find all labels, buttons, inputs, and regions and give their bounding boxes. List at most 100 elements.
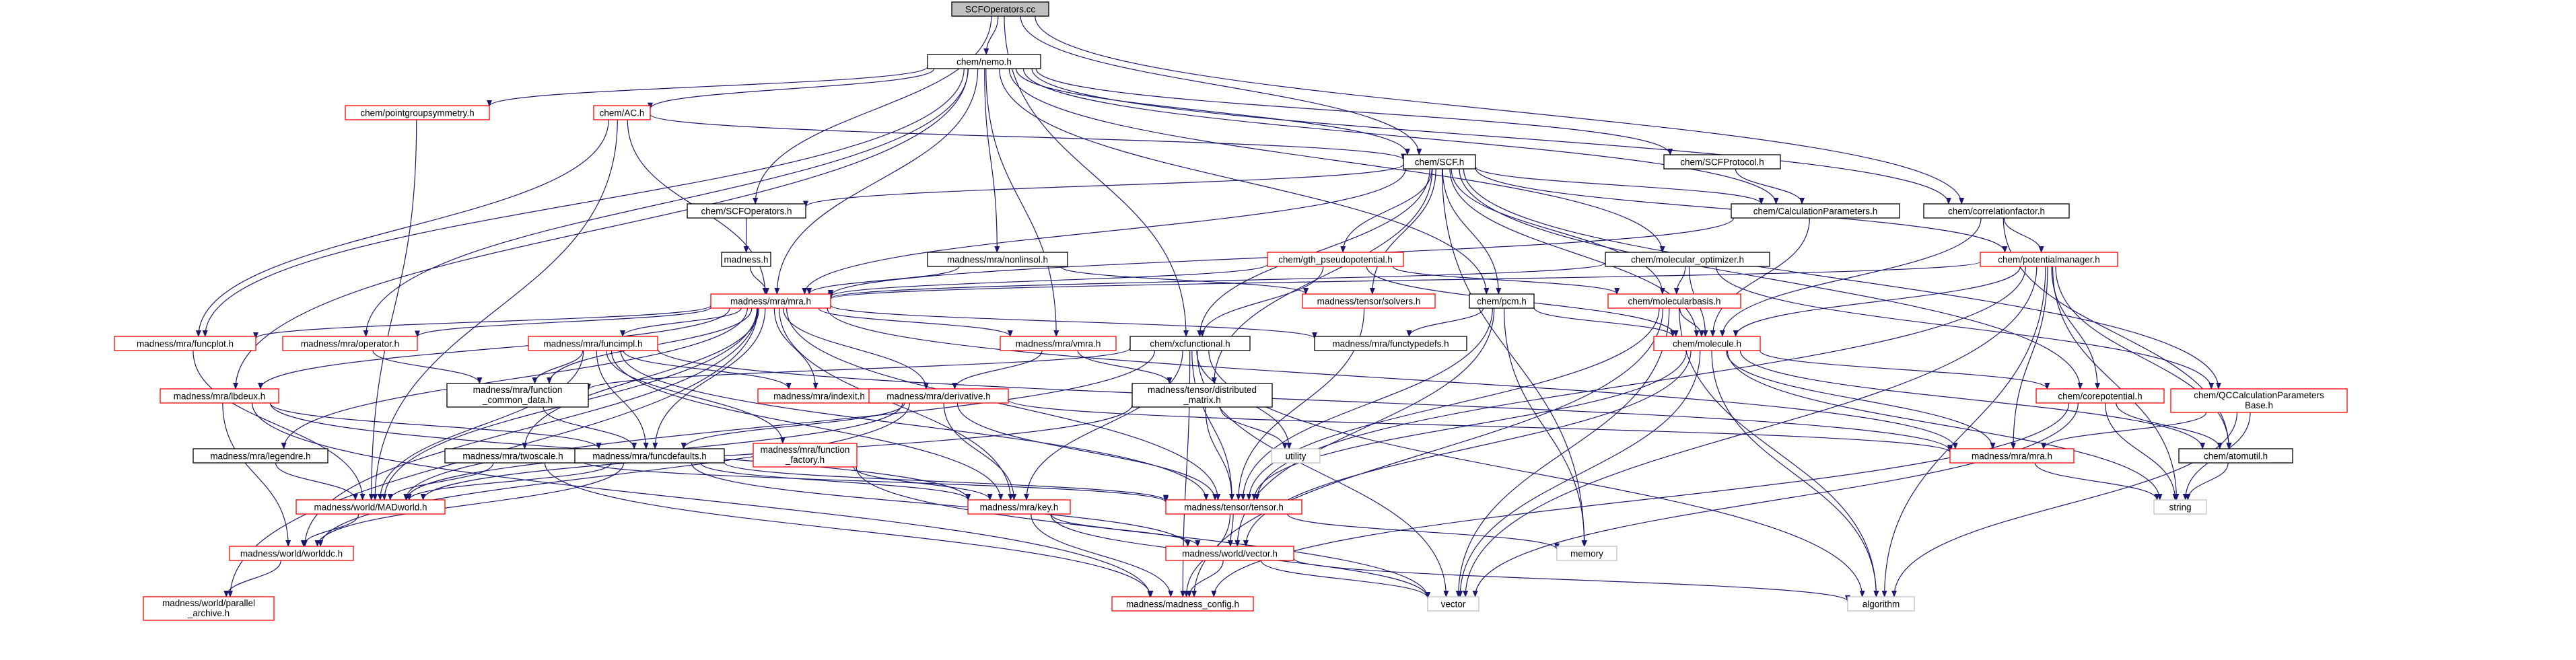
node-corepot[interactable]: chem/corepotential.h: [2035, 388, 2165, 404]
node-funccommon[interactable]: madness/mra/function _common_data.h: [446, 383, 589, 408]
node-worlddc[interactable]: madness/world/worlddc.h: [229, 546, 354, 561]
edge-nemo-to-pcm: [999, 68, 1490, 295]
node-box: [295, 499, 446, 515]
node-label: chem/atomutil.h: [2204, 451, 2268, 462]
node-label: madness/world/vector.h: [1182, 549, 1278, 559]
node-parallel[interactable]: madness/world/parallel _archive.h: [143, 596, 275, 621]
node-tensor[interactable]: madness/tensor/tensor.h: [1165, 499, 1302, 515]
edge-vector-to-stdvector: [1260, 560, 1430, 599]
edge-distmatrix-to-utility: [1220, 406, 1288, 449]
edge-lbdeux-to-worlddc: [222, 402, 291, 547]
node-algorithm[interactable]: algorithm: [1847, 596, 1915, 612]
node-mraimpl[interactable]: madness/mra/mra.h: [1949, 448, 2075, 464]
node-lbdeux[interactable]: madness/mra/lbdeux.h: [160, 388, 279, 404]
node-vector[interactable]: madness/world/vector.h: [1165, 546, 1294, 561]
node-operator[interactable]: madness/mra/operator.h: [282, 336, 418, 351]
node-label: madness/mra/function _factory.h: [761, 445, 850, 465]
node-label: chem/molecularbasis.h: [1628, 297, 1720, 307]
edge-scf-to-pcm: [1442, 168, 1502, 295]
node-functypedefs[interactable]: madness/mra/functypedefs.h: [1314, 336, 1467, 351]
edge-mra-to-funcplot: [253, 305, 711, 339]
edge-funcimpl-to-tensor: [620, 350, 1209, 501]
edge-scfop_cc-to-corrfac: [1035, 15, 1965, 205]
node-molecule[interactable]: chem/molecule.h: [1653, 336, 1761, 351]
node-corrfac[interactable]: chem/correlationfactor.h: [1923, 203, 2070, 219]
node-box: [528, 336, 658, 351]
node-box: [1267, 252, 1404, 267]
node-box: [1923, 203, 2070, 219]
node-vmra[interactable]: madness/mra/vmra.h: [1000, 336, 1117, 351]
edge-derivative-to-funcdefaults: [681, 402, 905, 449]
node-scf[interactable]: chem/SCF.h: [1403, 154, 1476, 170]
edge-potmgr-to-string: [2052, 266, 2180, 501]
edge-xcfunc-to-madworld: [403, 350, 1155, 501]
node-xcfunc[interactable]: chem/xcfunctional.h: [1129, 336, 1251, 351]
node-string[interactable]: string: [2153, 499, 2207, 515]
node-scfprot[interactable]: chem/SCFProtocol.h: [1663, 154, 1781, 170]
node-pgsym[interactable]: chem/pointgroupsymmetry.h: [345, 105, 490, 120]
node-label: madness/madness_config.h: [1126, 599, 1239, 610]
node-label: chem/SCF.h: [1415, 157, 1465, 168]
edge-mra-to-lbdeux: [258, 307, 730, 390]
edge-nemo-to-pgsym: [487, 66, 928, 107]
edge-scfop_cc-to-nemo: [983, 15, 999, 55]
node-funcfactory[interactable]: madness/mra/function _factory.h: [753, 443, 858, 468]
node-molopt[interactable]: chem/molecular_optimizer.h: [1605, 252, 1770, 267]
edge-nemo-to-operator: [363, 68, 969, 337]
node-stdvector[interactable]: vector: [1427, 596, 1480, 612]
edge-distmatrix-to-tensor: [1205, 406, 1235, 501]
node-label: madness/world/MADworld.h: [314, 503, 427, 513]
node-solvers[interactable]: madness/tensor/solvers.h: [1302, 293, 1436, 309]
node-nemo[interactable]: chem/nemo.h: [927, 54, 1041, 69]
node-label: madness/mra/twoscale.h: [462, 451, 563, 462]
edge-vector-to-madconfig: [1186, 560, 1224, 597]
node-potmgr[interactable]: chem/potentialmanager.h: [1980, 252, 2118, 267]
edge-mraimpl-to-string: [2034, 462, 2160, 501]
edge-funcfactory-to-key: [853, 466, 993, 501]
node-scfop_cc[interactable]: SCFOperators.cc: [951, 1, 1049, 17]
node-indexit[interactable]: madness/mra/indexit.h: [757, 388, 881, 404]
node-utility[interactable]: utility: [1271, 448, 1321, 464]
edge-potmgr-to-mraimpl: [2010, 266, 2048, 449]
node-twoscale[interactable]: madness/mra/twoscale.h: [444, 448, 582, 464]
node-gthpseudo[interactable]: chem/gth_pseudopotential.h: [1267, 252, 1404, 267]
edge-scf-to-scfops: [803, 163, 1404, 208]
edge-mra-to-vmra: [818, 307, 1013, 337]
node-funcplot[interactable]: madness/mra/funcplot.h: [114, 336, 256, 351]
node-nonlinsol[interactable]: madness/mra/nonlinsol.h: [927, 252, 1068, 267]
node-memory[interactable]: memory: [1556, 546, 1617, 561]
node-ac[interactable]: chem/AC.h: [593, 105, 651, 120]
node-box: [229, 546, 354, 561]
node-atomutil[interactable]: chem/atomutil.h: [2178, 448, 2293, 464]
node-pcm[interactable]: chem/pcm.h: [1469, 293, 1535, 309]
node-legendre[interactable]: madness/mra/legendre.h: [193, 448, 328, 464]
node-derivative[interactable]: madness/mra/derivative.h: [868, 388, 1009, 404]
node-key[interactable]: madness/mra/key.h: [967, 499, 1071, 515]
node-box: [2035, 388, 2165, 404]
node-madh[interactable]: madness.h: [721, 252, 771, 267]
node-label: SCFOperators.cc: [965, 5, 1036, 15]
node-qccalc[interactable]: chem/QCCalculationParameters Base.h: [2170, 388, 2348, 413]
node-scfops[interactable]: chem/SCFOperators.h: [687, 203, 806, 219]
node-funcdefaults[interactable]: madness/mra/funcdefaults.h: [574, 448, 725, 464]
node-madconfig[interactable]: madness/madness_config.h: [1111, 596, 1254, 612]
edge-atomutil-to-string: [2185, 462, 2229, 501]
node-box: [951, 1, 1049, 17]
node-box: [114, 336, 256, 351]
node-molbasis[interactable]: chem/molecularbasis.h: [1607, 293, 1741, 309]
edge-funcimpl-to-funcfactory: [606, 350, 786, 444]
edge-scf-to-molbasis: [1451, 168, 1665, 295]
edge-funcdefaults-to-key: [700, 462, 971, 501]
edge-derivative-to-mraimpl: [1008, 399, 1953, 453]
node-distmatrix[interactable]: madness/tensor/distributed _matrix.h: [1132, 383, 1273, 408]
edge-molopt-to-qccalc: [1715, 266, 2215, 390]
node-box: [1403, 154, 1476, 170]
node-label: string: [2169, 503, 2191, 513]
edge-scf-to-corepot: [1459, 168, 2083, 390]
node-box: [710, 293, 831, 309]
node-box: [446, 383, 589, 408]
node-calcparam[interactable]: chem/CalculationParameters.h: [1731, 203, 1900, 219]
node-madworld[interactable]: madness/world/MADworld.h: [295, 499, 446, 515]
node-mra[interactable]: madness/mra/mra.h: [710, 293, 831, 309]
node-funcimpl[interactable]: madness/mra/funcimpl.h: [528, 336, 658, 351]
